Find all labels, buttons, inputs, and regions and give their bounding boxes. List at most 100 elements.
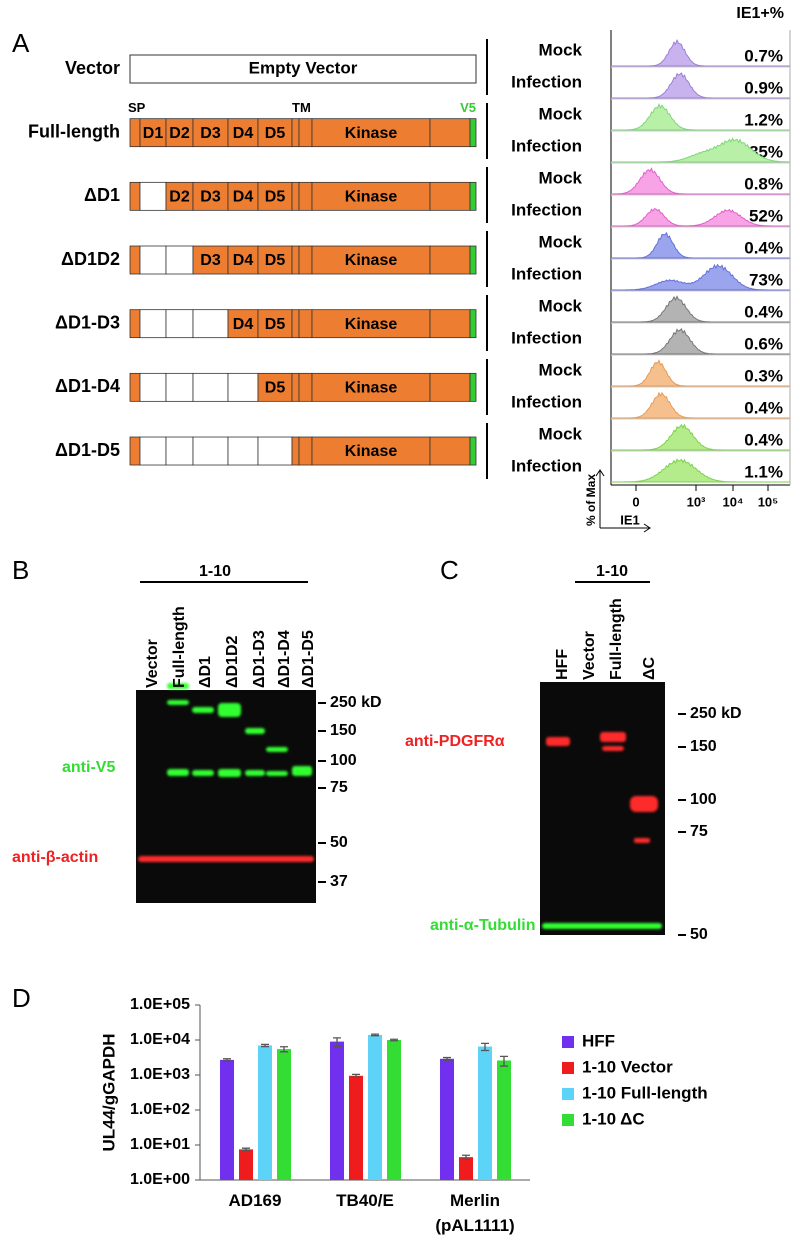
- construct-name: ΔD1-D5: [55, 440, 120, 460]
- domain: [227, 181, 259, 211]
- histogram: [611, 328, 790, 355]
- domain-label: D5: [265, 125, 286, 142]
- error-bar: [242, 1147, 250, 1152]
- domain-label: D5: [265, 252, 286, 269]
- band: [167, 683, 189, 689]
- ie1-percent: 0.6%: [744, 334, 783, 353]
- domain-label: D4: [233, 316, 254, 333]
- domain-label: D5: [265, 380, 286, 397]
- domain: [192, 118, 229, 148]
- blot-bands: [138, 683, 662, 929]
- domain: [311, 181, 431, 211]
- error-bar: [462, 1154, 470, 1160]
- ie1-percent: 1.1%: [744, 462, 783, 481]
- domain: [192, 181, 229, 211]
- band: [167, 769, 189, 776]
- error-bar: [443, 1056, 451, 1061]
- domain: [298, 436, 313, 466]
- domain: [227, 372, 259, 402]
- domain-label: Kinase: [345, 189, 398, 206]
- error-bar: [261, 1043, 269, 1048]
- domain: [165, 372, 194, 402]
- band: [542, 923, 662, 929]
- domain: [129, 309, 141, 339]
- domain: [192, 245, 229, 275]
- x-tick-label: TB40/E: [336, 1191, 394, 1210]
- antibody-label: anti-α-Tubulin: [430, 917, 536, 934]
- lane-label: ΔD1D2: [224, 635, 241, 688]
- histogram: [611, 103, 790, 131]
- band: [266, 747, 288, 752]
- flow-y-label: % of Max: [584, 474, 598, 526]
- domain: [165, 436, 194, 466]
- domain: [129, 118, 141, 148]
- ie1-percent: 0.7%: [744, 46, 783, 65]
- domain: [192, 436, 229, 466]
- domain: [429, 436, 471, 466]
- error-bar: [371, 1033, 379, 1037]
- error-bar: [333, 1037, 341, 1048]
- panel-label: A: [12, 28, 30, 58]
- marker-label: 100: [690, 791, 717, 808]
- domain-label: D3: [200, 252, 221, 269]
- bar: [330, 1041, 344, 1180]
- domain: [311, 372, 431, 402]
- antibody-label: anti-PDGFRα: [405, 733, 505, 750]
- ie1-percent: 0.4%: [744, 430, 783, 449]
- y-tick-label: 1.0E+04: [130, 1031, 190, 1048]
- group-label: 1-10: [596, 563, 628, 580]
- domain: [298, 181, 313, 211]
- flow-x-label: IE1: [620, 512, 640, 527]
- domain-label: D4: [233, 189, 254, 206]
- histogram: [611, 391, 790, 419]
- band: [245, 770, 265, 776]
- domain: [291, 436, 300, 466]
- bar: [277, 1049, 291, 1180]
- y-tick-label: 1.0E+01: [130, 1136, 190, 1153]
- domain: [429, 372, 471, 402]
- panel-label: B: [12, 555, 29, 585]
- histogram: [611, 39, 790, 67]
- bar: [459, 1157, 473, 1180]
- domain: [469, 309, 477, 339]
- band: [266, 771, 288, 776]
- y-tick-label: 1.0E+05: [130, 996, 190, 1013]
- panel-label: C: [440, 555, 459, 585]
- domain: [129, 245, 141, 275]
- bar: [387, 1040, 401, 1180]
- marker-label: 50: [330, 834, 348, 851]
- domain: [139, 436, 167, 466]
- band: [546, 737, 570, 746]
- domain: [469, 181, 477, 211]
- ie1-percent: 0.4%: [744, 238, 783, 257]
- condition-label: Infection: [511, 328, 582, 347]
- domain: [165, 245, 194, 275]
- domain: [139, 245, 167, 275]
- domain: [429, 309, 471, 339]
- condition-label: Mock: [539, 296, 583, 315]
- domain-label: D1: [143, 125, 164, 142]
- histogram: [611, 458, 790, 483]
- lane-label: ΔD1-D3: [251, 630, 268, 688]
- domain: [311, 436, 431, 466]
- histogram: [611, 295, 790, 323]
- construct-name: Vector: [65, 58, 120, 78]
- condition-label: Mock: [539, 232, 583, 251]
- lane-label: Full-length: [171, 606, 188, 688]
- error-bar: [390, 1038, 398, 1042]
- lane-label: ΔC: [641, 657, 658, 681]
- domain: [257, 245, 293, 275]
- error-bar: [352, 1073, 360, 1078]
- domain-label: D4: [233, 125, 254, 142]
- domain: [129, 372, 141, 402]
- marker-label: 75: [690, 823, 708, 840]
- error-bar: [500, 1055, 508, 1067]
- bar: [220, 1059, 234, 1180]
- annotation: V5: [460, 100, 476, 115]
- construct-name: ΔD1: [84, 185, 120, 205]
- lane-label: Vector: [581, 631, 598, 680]
- bar: [497, 1060, 511, 1180]
- domain-label: D3: [200, 125, 221, 142]
- domain-label: Kinase: [345, 125, 398, 142]
